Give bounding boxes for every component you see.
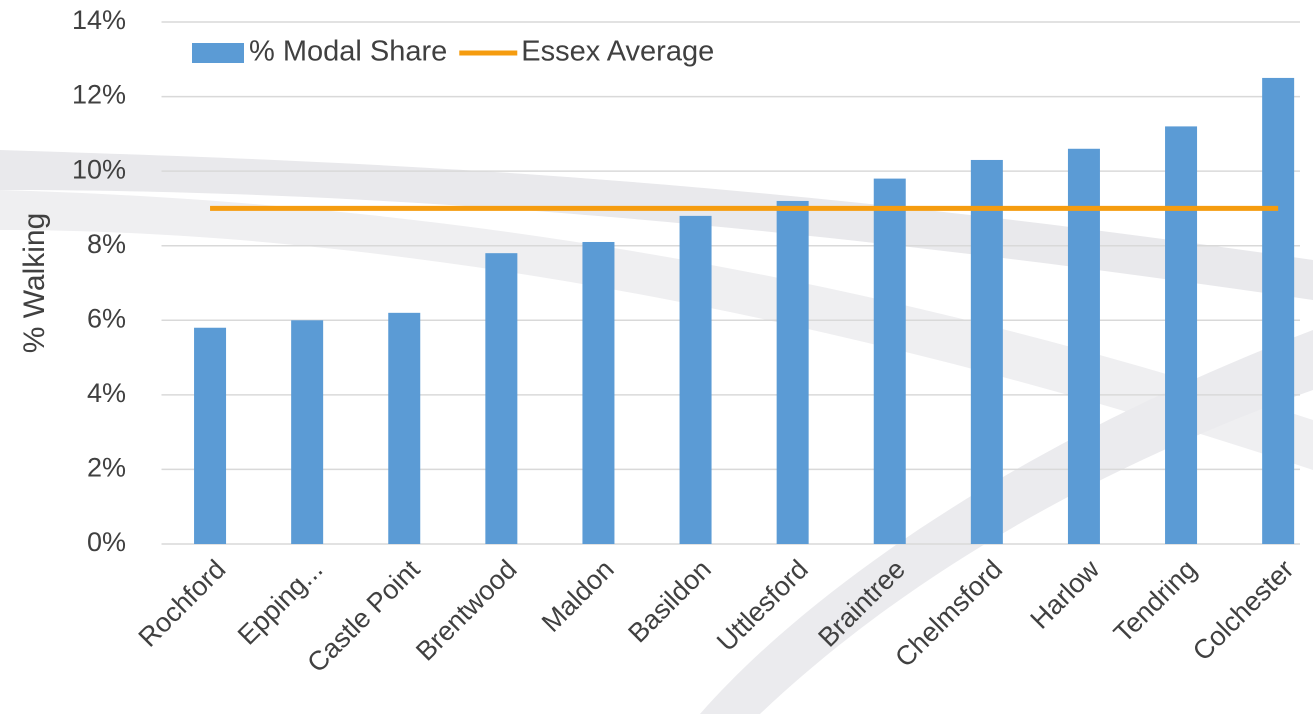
x-tick-label: Basildon [622,554,716,648]
legend-swatch [192,43,244,63]
bar [291,320,324,544]
y-axis-label: % Walking [18,213,51,354]
bar [194,327,227,544]
x-tick-label: Colchester [1187,554,1299,666]
bar [388,312,421,544]
bar [873,178,906,544]
y-tick-label: 2% [87,453,126,483]
y-tick-label: 6% [87,303,126,333]
bar [1165,126,1198,545]
bar [679,215,712,544]
bar [776,200,809,544]
bar [582,241,615,544]
legend-label: Essex Average [521,36,714,68]
x-tick-label: Brentwood [410,554,522,666]
background-decoration [0,150,1313,714]
x-tick-label: Maldon [536,554,620,638]
y-tick-label: 14% [72,5,126,35]
y-tick-label: 8% [87,229,126,259]
bar [1262,77,1295,544]
y-tick-label: 10% [72,154,126,184]
x-tick-label: Epping... [232,554,329,651]
bar [485,253,518,544]
x-tick-label: Harlow [1025,554,1106,635]
x-tick-label: Rochford [133,554,232,653]
bar [1067,148,1100,544]
x-tick-label: Tendring [1108,554,1202,648]
y-tick-label: 12% [72,80,126,110]
y-tick-label: 4% [87,378,126,408]
bar [970,159,1003,544]
y-tick-label: 0% [87,527,126,557]
legend-label: % Modal Share [249,36,447,68]
